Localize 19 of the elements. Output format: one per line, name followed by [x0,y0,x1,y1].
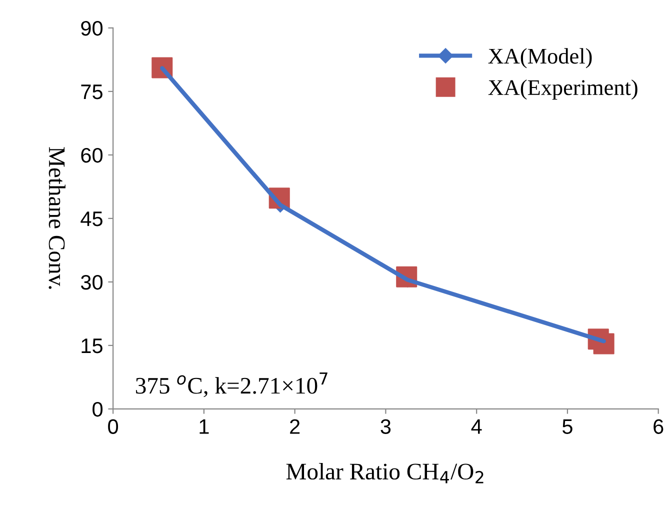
y-tick-label: 30 [80,274,103,290]
legend-label: XA(Experiment) [488,79,638,100]
x-tick-label: 4 [471,419,482,434]
annotation: 375 $^{o}$C, k=2.71×10$^{7}$ [136,372,328,398]
x-tick-label: 2 [290,419,300,434]
x-tick-label: 6 [654,419,664,434]
x-tick-label: 5 [562,419,572,434]
y-tick-label: 45 [80,212,102,226]
legend-label: XA(Model) [488,48,592,68]
x-axis-title: Molar Ratio CH$_{4}$/O$_{2}$ [286,462,484,484]
y-tick-label: 90 [81,20,103,36]
y-tick-label: 0 [92,402,103,417]
x-tick-label: 1 [200,419,209,434]
y-tick-label: 75 [81,84,102,100]
y-tick-label: 15 [82,338,102,354]
y-axis-title: Methane Conv. [48,147,66,289]
x-tick-label: 3 [380,419,391,434]
x-tick-label: 0 [108,419,118,434]
y-tick-label: 60 [81,148,103,163]
